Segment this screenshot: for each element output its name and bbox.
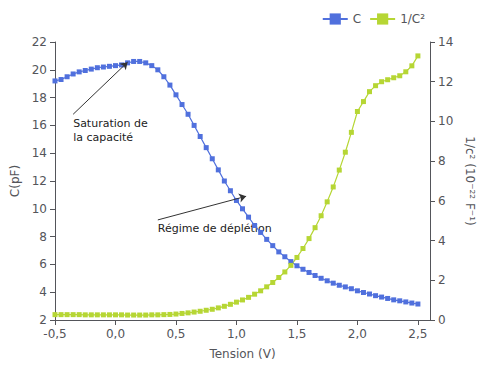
svg-text:6: 6 [39, 257, 47, 271]
svg-text:1,5: 1,5 [287, 327, 306, 341]
svg-text:1/c² (10⁻²² F⁻¹): 1/c² (10⁻²² F⁻¹) [463, 136, 477, 225]
svg-text:16: 16 [32, 118, 47, 132]
svg-text:20: 20 [32, 63, 47, 77]
svg-text:C: C [353, 12, 361, 26]
svg-text:2: 2 [438, 273, 446, 287]
svg-text:10: 10 [32, 202, 47, 216]
svg-text:4: 4 [438, 234, 446, 248]
svg-text:1,0: 1,0 [227, 327, 246, 341]
svg-text:0,0: 0,0 [106, 327, 125, 341]
svg-text:6: 6 [438, 194, 446, 208]
svg-text:la capacité: la capacité [73, 131, 133, 144]
svg-text:8: 8 [438, 154, 446, 168]
svg-text:22: 22 [32, 35, 47, 49]
svg-text:14: 14 [438, 35, 453, 49]
svg-text:2: 2 [39, 313, 47, 327]
svg-text:14: 14 [32, 146, 47, 160]
svg-text:-0,5: -0,5 [43, 327, 66, 341]
svg-text:10: 10 [438, 114, 453, 128]
svg-text:8: 8 [39, 230, 47, 244]
svg-text:2,0: 2,0 [348, 327, 367, 341]
svg-text:12: 12 [438, 75, 453, 89]
svg-text:Saturation de: Saturation de [73, 117, 148, 130]
svg-text:Tension (V): Tension (V) [208, 347, 275, 361]
svg-text:4: 4 [39, 285, 47, 299]
svg-text:Régime de déplétion: Régime de déplétion [158, 222, 272, 235]
svg-text:2,5: 2,5 [408, 327, 427, 341]
svg-text:0,5: 0,5 [166, 327, 185, 341]
svg-text:1/C²: 1/C² [400, 12, 425, 26]
svg-text:C(pF): C(pF) [8, 165, 22, 197]
svg-text:18: 18 [32, 91, 47, 105]
svg-text:12: 12 [32, 174, 47, 188]
svg-text:0: 0 [438, 313, 446, 327]
